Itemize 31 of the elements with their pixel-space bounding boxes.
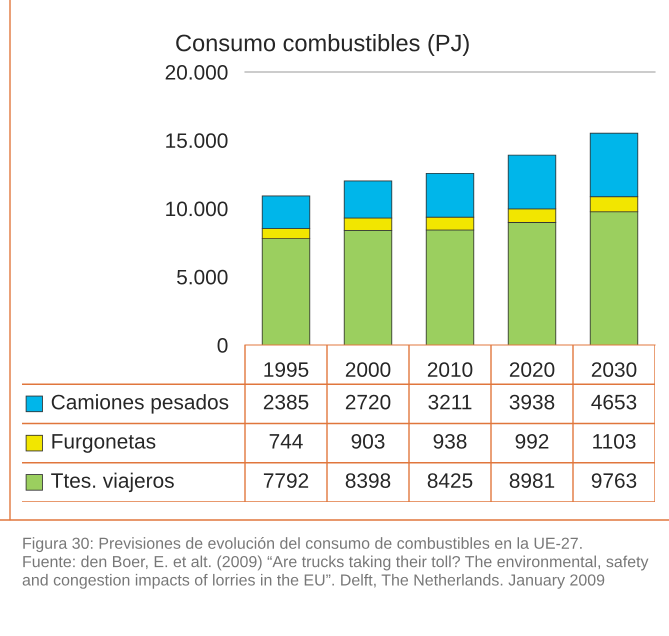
- data-label: 8981: [510, 473, 554, 488]
- data-label: 992: [516, 434, 548, 449]
- y-tick-label: 5.000: [177, 270, 228, 285]
- data-label: 903: [352, 434, 384, 449]
- text: Figura 30: Previsiones de evolución del consumo de combustibles en la UE-27.: [23, 537, 582, 552]
- x-tick-label: 1995: [264, 362, 308, 377]
- x-tick-label: 2010: [428, 362, 472, 377]
- x-tick-label: 2030: [592, 362, 636, 377]
- chart-title: Consumo combustibles (PJ): [176, 34, 469, 56]
- data-label: 2385: [264, 394, 308, 410]
- data-label: 3938: [510, 394, 554, 410]
- y-tick-label: 0: [218, 338, 228, 353]
- data-label: 938: [434, 434, 466, 449]
- data-label: 8398: [346, 473, 390, 488]
- data-label: 7792: [264, 473, 308, 488]
- data-label: 9763: [592, 473, 636, 488]
- data-label: 8425: [428, 473, 472, 488]
- data-label: 744: [270, 434, 303, 449]
- legend-label: Furgonetas: [52, 434, 156, 453]
- y-tick-label: 15.000: [166, 133, 228, 148]
- legend-label: Camiones pesados: [52, 394, 228, 414]
- data-label: 2720: [346, 394, 390, 410]
- legend-label: Ttes. viajeros: [51, 472, 174, 492]
- source-note: Fuente: den Boer, E. et alt. (2009) “Are trucks taking their toll? The environmental, safety and congestion impacts of lorries in the EU”. Delft, The Netherlands. January 2009: [22, 556, 648, 589]
- y-tick-label: 10.000: [166, 202, 228, 216]
- x-tick-label: 2000: [346, 362, 390, 377]
- y-tick-label: 20.000: [166, 65, 228, 80]
- x-tick-label: 2020: [510, 362, 554, 377]
- data-label: 1103: [593, 434, 636, 449]
- data-label: 3211: [428, 394, 472, 410]
- data-label: 4653: [591, 394, 636, 410]
